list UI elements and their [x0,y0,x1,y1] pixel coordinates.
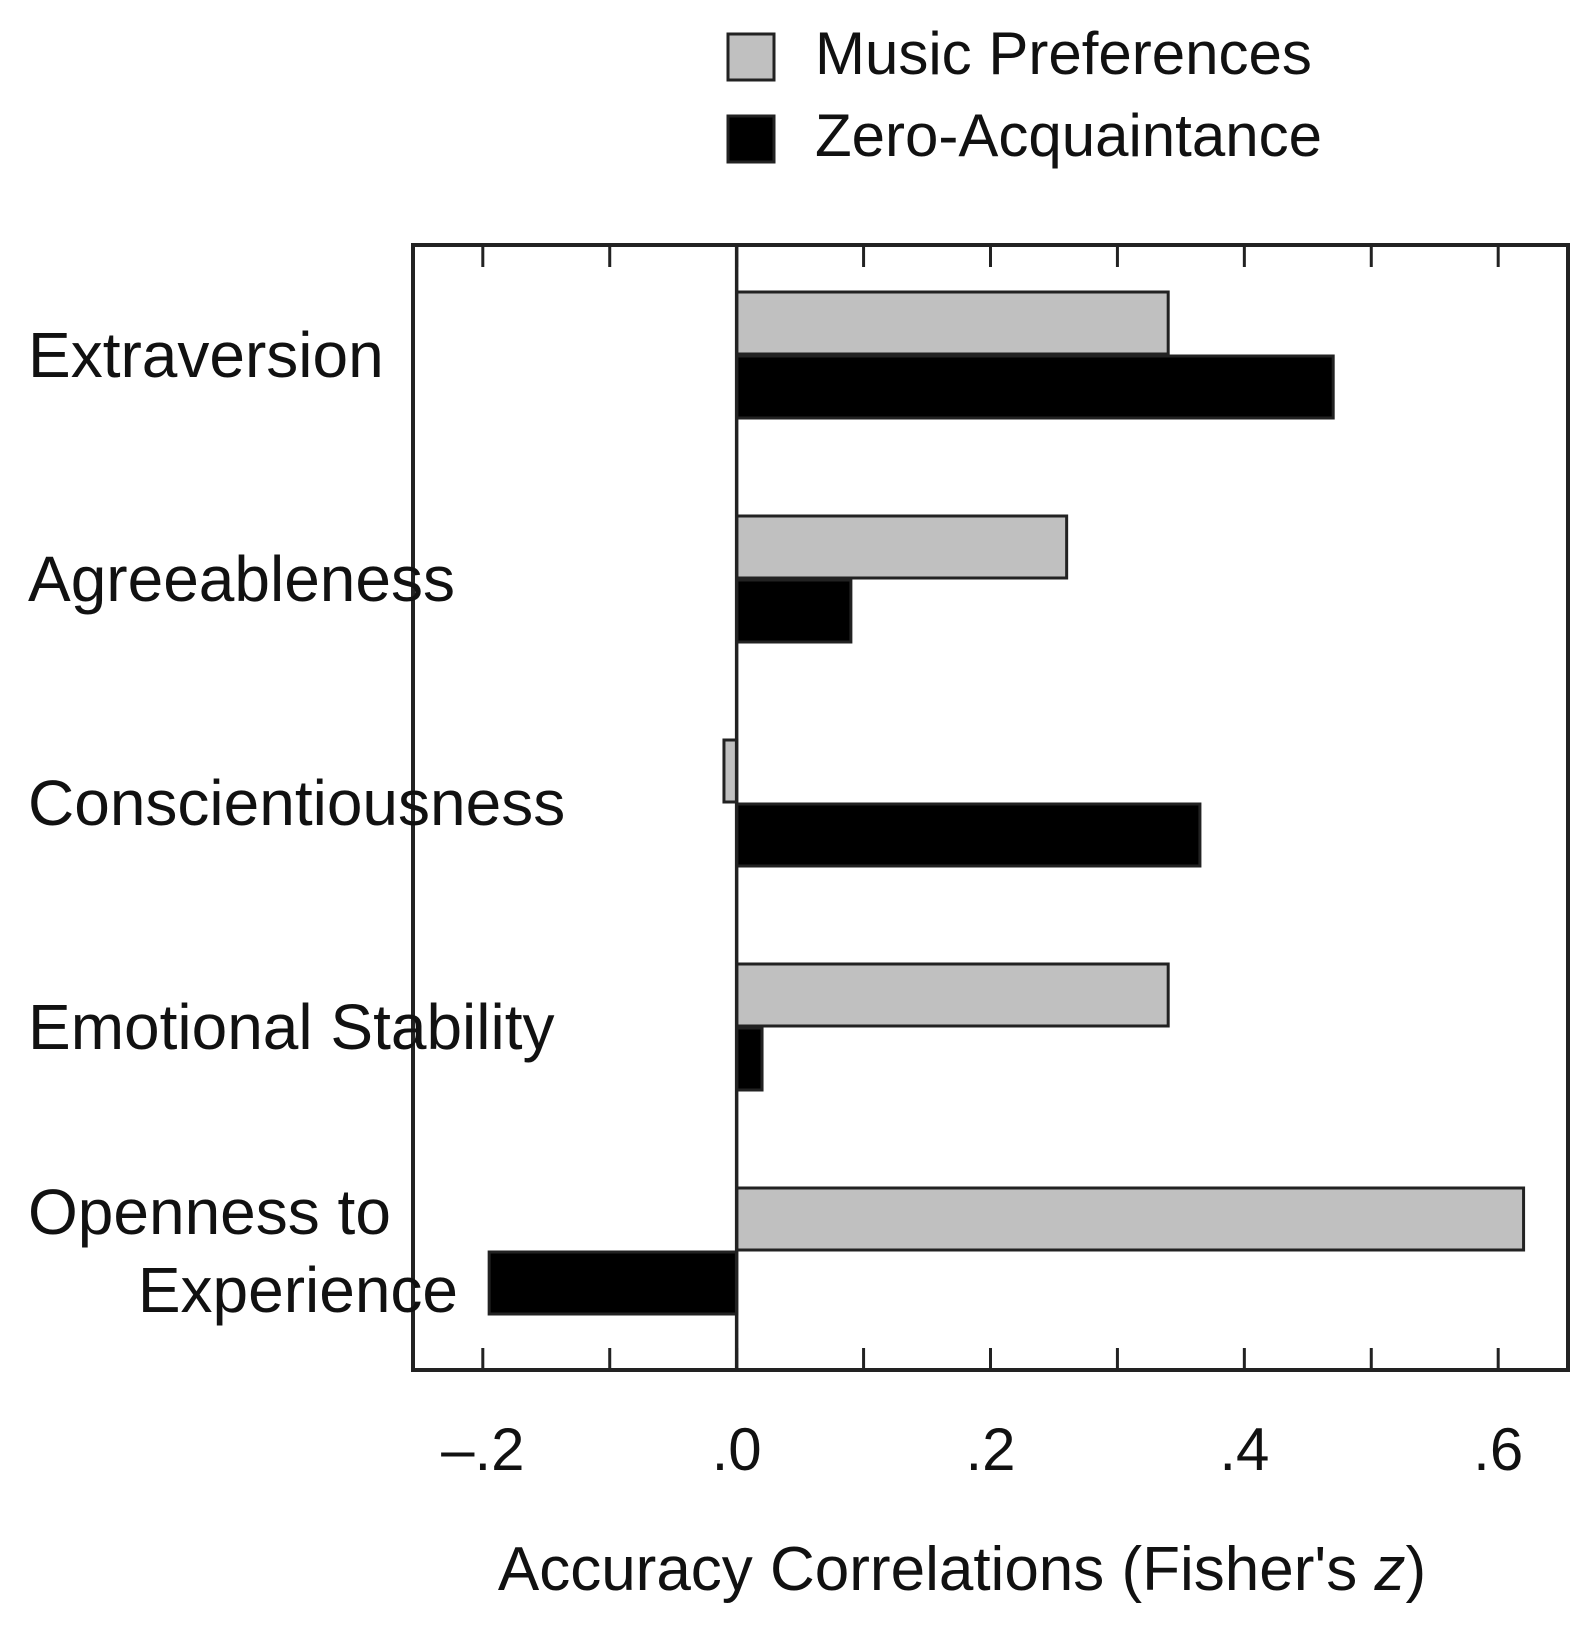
bar-zero-acquaintance-4 [487,1250,739,1316]
bar-zero-acquaintance-2 [735,802,1202,868]
bar-music-preferences-4 [735,1186,1526,1252]
legend-swatch [726,32,776,82]
bar-music-preferences-3 [735,962,1170,1028]
category-label: Agreeableness [28,543,455,615]
bar-zero-acquaintance-1 [735,578,853,644]
category-labels: Extraversion Agreeableness Conscientiousne… [28,319,565,1326]
plot-area [411,243,1570,1372]
category-label: Openness to [28,1176,391,1248]
x-axis-label: Accuracy Correlations (Fisher's z) [498,1535,1426,1604]
bar-music-preferences-2 [722,738,739,804]
bar-zero-acquaintance-0 [735,354,1335,420]
x-tick-label: –.2 [441,1416,524,1483]
bar-zero-acquaintance-3 [735,1026,764,1092]
category-label: Extraversion [28,319,384,391]
x-axis: –.2 .0 .2 .4 .6 [441,245,1523,1483]
x-tick-label: .2 [965,1416,1015,1483]
legend-label: Music Preferences [815,20,1312,87]
category-label: Conscientiousness [28,767,565,839]
x-tick-label: .0 [712,1416,762,1483]
legend-swatch [726,114,776,164]
bar-music-preferences-0 [735,290,1170,356]
category-label: Emotional Stability [28,991,554,1063]
category-label: Experience [138,1254,458,1326]
bar-music-preferences-1 [735,514,1069,580]
x-tick-label: .6 [1473,1416,1523,1483]
x-tick-label: .4 [1219,1416,1269,1483]
legend: Music Preferences Zero-Acquaintance [726,20,1322,169]
legend-label: Zero-Acquaintance [815,102,1322,169]
